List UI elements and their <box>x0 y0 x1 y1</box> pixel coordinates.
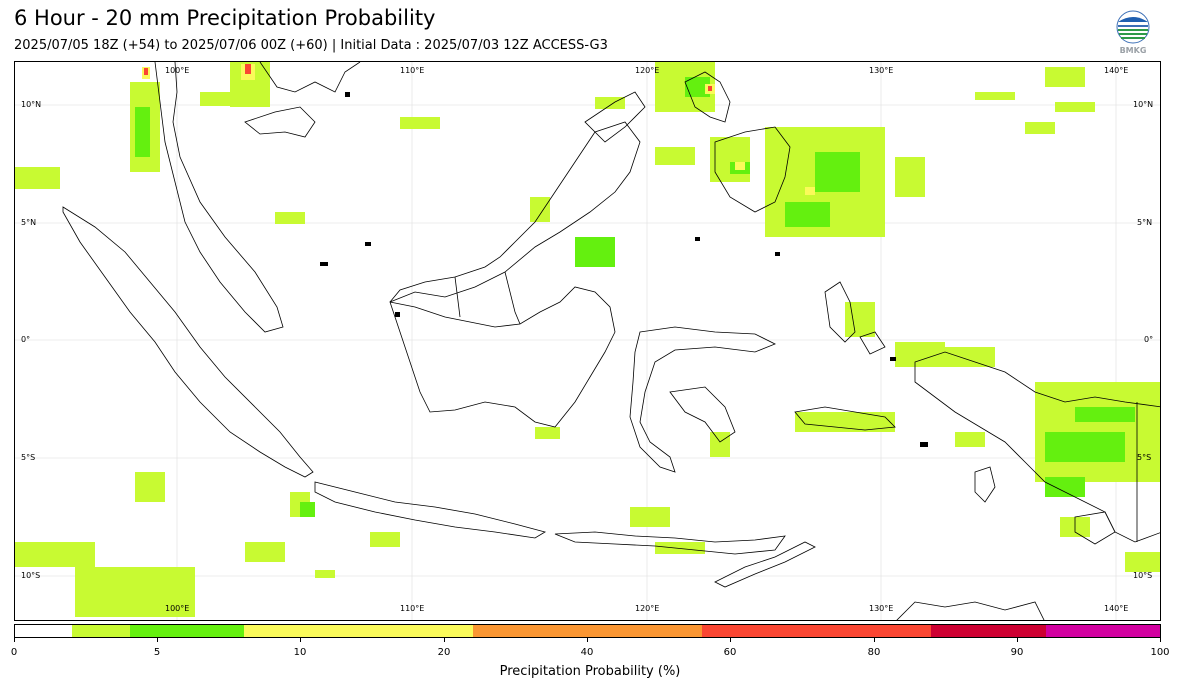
colorbar-tick-60: 60 <box>723 647 737 658</box>
colorbar-tick-40: 40 <box>580 647 594 658</box>
colorbar-tick-mark <box>14 638 15 642</box>
lon-label-140e-bottom: 140°E <box>1104 604 1129 613</box>
colorbar-tick-mark <box>730 638 731 642</box>
colorbar-tick-10: 10 <box>293 647 307 658</box>
colorbar-segment-20-40 <box>244 625 473 637</box>
lon-label-130e-bottom: 130°E <box>869 604 894 613</box>
lon-label-110e-top: 110°E <box>400 66 425 75</box>
colorbar-tick-mark <box>1160 638 1161 642</box>
lon-label-130e-top: 130°E <box>869 66 894 75</box>
map-subtitle: 2025/07/05 18Z (+54) to 2025/07/06 00Z (… <box>14 38 608 53</box>
probability-areas <box>15 62 1160 617</box>
map-canvas <box>15 62 1160 620</box>
lon-label-120e-top: 120°E <box>635 66 660 75</box>
colorbar-tick-mark <box>300 638 301 642</box>
colorbar-tick-mark <box>587 638 588 642</box>
colorbar-segment-10-20 <box>129 625 244 637</box>
lon-label-100e-bottom: 100°E <box>165 604 190 613</box>
gridlines <box>15 62 1160 620</box>
colorbar-segment-5-10 <box>72 625 130 637</box>
lat-label-0-left: 0° <box>21 335 31 344</box>
colorbar <box>14 624 1161 638</box>
colorbar-segment-40-60 <box>473 625 702 637</box>
colorbar-tick-90: 90 <box>1010 647 1024 658</box>
coastlines <box>62 62 1160 620</box>
colorbar-tick-5: 5 <box>153 647 161 658</box>
colorbar-label: Precipitation Probability (%) <box>499 664 681 679</box>
lat-label-0-right: 0° <box>1144 335 1154 344</box>
colorbar-tick-mark <box>874 638 875 642</box>
colorbar-tick-80: 80 <box>867 647 881 658</box>
colorbar-tick-mark <box>157 638 158 642</box>
lat-label-10s-right: 10°S <box>1133 571 1153 580</box>
lon-label-100e-top: 100°E <box>165 66 190 75</box>
map-title: 6 Hour - 20 mm Precipitation Probability <box>14 6 436 30</box>
lat-label-5s-right: 5°S <box>1137 453 1152 462</box>
colorbar-tick-mark <box>1017 638 1018 642</box>
lat-label-5n-right: 5°N <box>1137 218 1153 227</box>
colorbar-segment-60-80 <box>702 625 931 637</box>
bmkg-logo: BMKG <box>1112 10 1154 56</box>
lon-label-140e-top: 140°E <box>1104 66 1129 75</box>
colorbar-tick-100: 100 <box>1150 647 1170 658</box>
colorbar-segment-0-5 <box>15 625 73 637</box>
bmkg-logo-icon: BMKG <box>1116 10 1150 55</box>
small-islands <box>320 92 928 447</box>
colorbar-tick-0: 0 <box>10 647 18 658</box>
logo-text: BMKG <box>1120 46 1147 55</box>
lat-label-10n-left: 10°N <box>21 100 42 109</box>
colorbar-tick-mark <box>444 638 445 642</box>
precipitation-map[interactable]: 100°E 110°E 120°E 130°E 140°E 100°E 110°… <box>14 61 1161 621</box>
colorbar-segment-80-90 <box>931 625 1046 637</box>
lat-label-5n-left: 5°N <box>21 218 37 227</box>
lon-label-110e-bottom: 110°E <box>400 604 425 613</box>
lat-label-10n-right: 10°N <box>1133 100 1154 109</box>
lon-label-120e-bottom: 120°E <box>635 604 660 613</box>
lat-label-5s-left: 5°S <box>21 453 36 462</box>
colorbar-segment-90-100 <box>1045 625 1160 637</box>
lat-label-10s-left: 10°S <box>21 571 41 580</box>
colorbar-tick-20: 20 <box>437 647 451 658</box>
